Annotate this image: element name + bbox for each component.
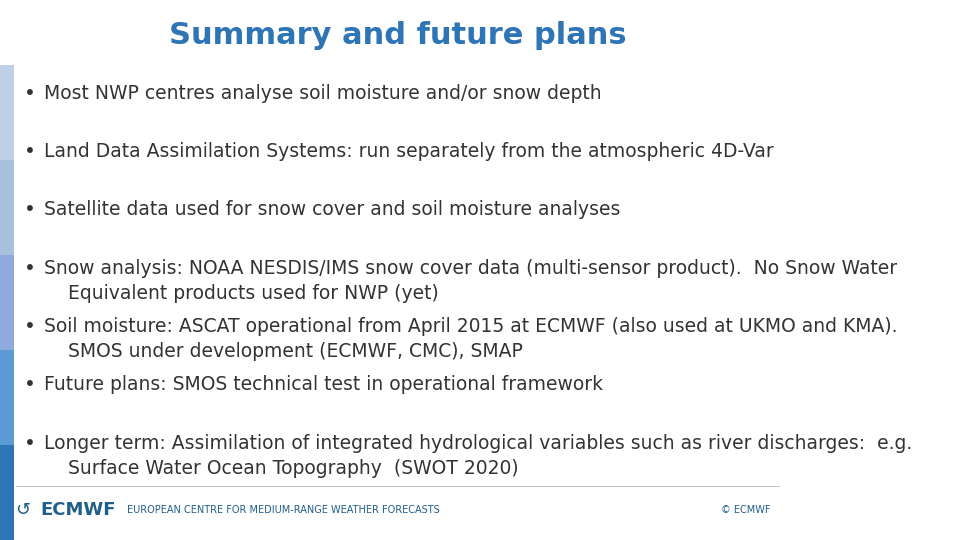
Text: Most NWP centres analyse soil moisture and/or snow depth: Most NWP centres analyse soil moisture a… [44,84,601,103]
Text: •: • [24,142,36,161]
Text: ↺: ↺ [14,501,30,519]
Text: © ECMWF: © ECMWF [722,505,771,515]
Text: •: • [24,434,36,453]
Text: Land Data Assimilation Systems: run separately from the atmospheric 4D-Var: Land Data Assimilation Systems: run sepa… [44,142,774,161]
Text: •: • [24,84,36,103]
Bar [0,255,14,350]
Text: Summary and future plans: Summary and future plans [169,21,626,50]
Bar [0,65,14,160]
Text: Satellite data used for snow cover and soil moisture analyses: Satellite data used for snow cover and s… [44,200,620,219]
Text: ECMWF: ECMWF [40,501,115,519]
Bar [0,350,14,445]
Text: •: • [24,375,36,394]
Text: •: • [24,200,36,219]
Text: Soil moisture: ASCAT operational from April 2015 at ECMWF (also used at UKMO and: Soil moisture: ASCAT operational from Ap… [44,317,898,361]
Text: EUROPEAN CENTRE FOR MEDIUM-RANGE WEATHER FORECASTS: EUROPEAN CENTRE FOR MEDIUM-RANGE WEATHER… [127,505,440,515]
Text: Longer term: Assimilation of integrated hydrological variables such as river dis: Longer term: Assimilation of integrated … [44,434,912,477]
Bar [0,445,14,540]
Text: •: • [24,259,36,278]
Text: Snow analysis: NOAA NESDIS/IMS snow cover data (multi-sensor product).  No Snow : Snow analysis: NOAA NESDIS/IMS snow cove… [44,259,897,302]
Text: •: • [24,317,36,336]
Text: Future plans: SMOS technical test in operational framework: Future plans: SMOS technical test in ope… [44,375,603,394]
Bar [0,160,14,255]
